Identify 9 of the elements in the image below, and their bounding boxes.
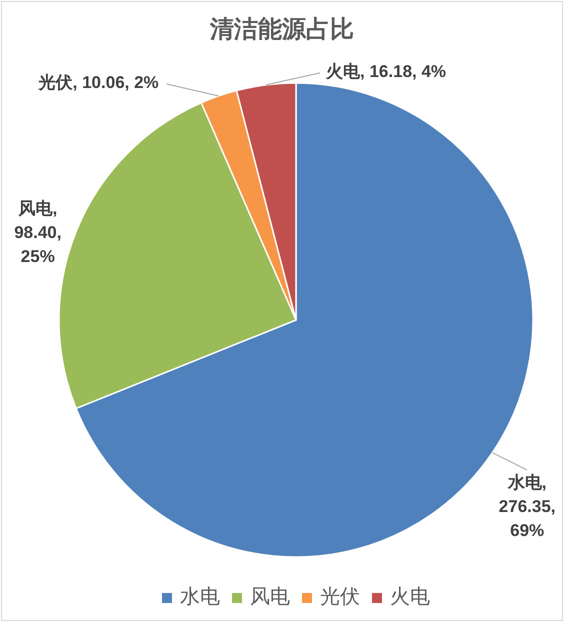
legend-label: 水电 bbox=[180, 586, 220, 608]
legend-label: 光伏 bbox=[320, 586, 360, 608]
data-label: 火电, 16.18, 4% bbox=[326, 62, 446, 81]
data-label: 风电, 98.40, 25% bbox=[14, 198, 62, 266]
chart-title: 清洁能源占比 bbox=[209, 16, 354, 43]
data-label: 光伏, 10.06, 2% bbox=[38, 72, 159, 92]
data-label: 水电, 276.35, 69% bbox=[498, 473, 556, 540]
legend-label: 风电 bbox=[250, 586, 290, 608]
legend-label: 火电 bbox=[390, 586, 430, 608]
